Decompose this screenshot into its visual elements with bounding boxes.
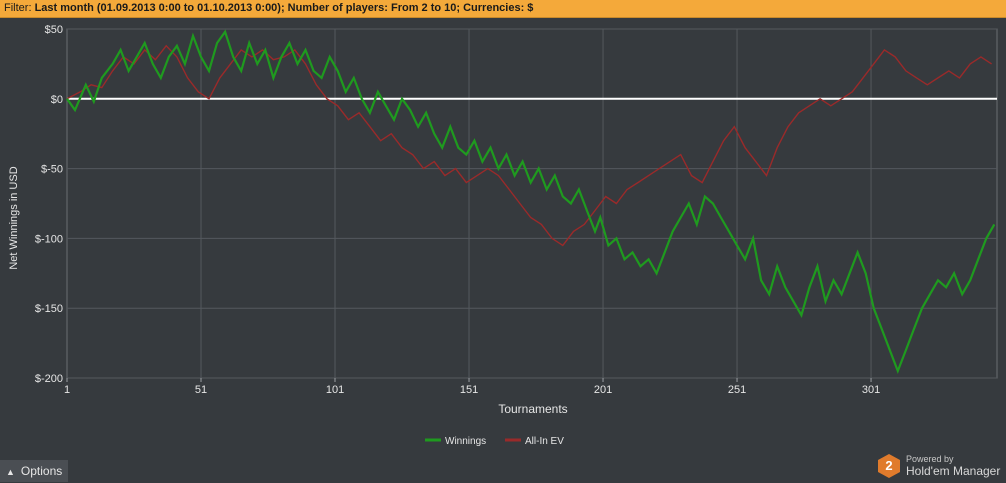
powered-by-text: Powered by: [906, 454, 954, 464]
brand-name: Hold'em Manager: [906, 464, 1001, 478]
plot-area: [66, 28, 998, 379]
filter-value: Last month (01.09.2013 0:00 to 01.10.201…: [34, 2, 534, 14]
filter-bar: Filter: Last month (01.09.2013 0:00 to 0…: [0, 0, 1006, 18]
y-tick-label: $-150: [35, 303, 63, 315]
legend-label: All-In EV: [525, 436, 564, 447]
hem-badge-icon: 2: [878, 454, 900, 478]
x-axis-label: Tournaments: [498, 402, 567, 416]
chart-legend: Winnings All-In EV: [425, 436, 564, 447]
chevron-up-icon: ▲: [6, 467, 15, 477]
legend-label: Winnings: [445, 436, 486, 447]
y-tick-label: $50: [45, 24, 63, 36]
x-tick-label: 301: [862, 384, 880, 396]
y-tick-label: $0: [51, 94, 63, 106]
x-tick-label: 1: [64, 384, 70, 396]
x-tick-label: 51: [195, 384, 207, 396]
series-layer: [66, 29, 996, 375]
options-label: Options: [20, 464, 63, 478]
allin-ev-line: [66, 44, 992, 247]
y-tick-label: $-50: [41, 164, 63, 176]
x-tick-label: 251: [728, 384, 746, 396]
brand-logo: 2 Powered by Hold'em Manager: [878, 452, 1004, 480]
x-tick-label: 201: [594, 384, 612, 396]
options-button[interactable]: ▲ Options: [0, 460, 68, 482]
y-tick-label: $-200: [35, 373, 63, 385]
y-axis-label: Net Winnings in USD: [8, 166, 20, 269]
x-tick-label: 101: [326, 384, 344, 396]
filter-label: Filter:: [4, 2, 32, 14]
y-tick-label: $-100: [35, 233, 63, 245]
x-tick-label: 151: [460, 384, 478, 396]
winnings-line: [66, 29, 996, 375]
chart-grid: [66, 28, 998, 379]
